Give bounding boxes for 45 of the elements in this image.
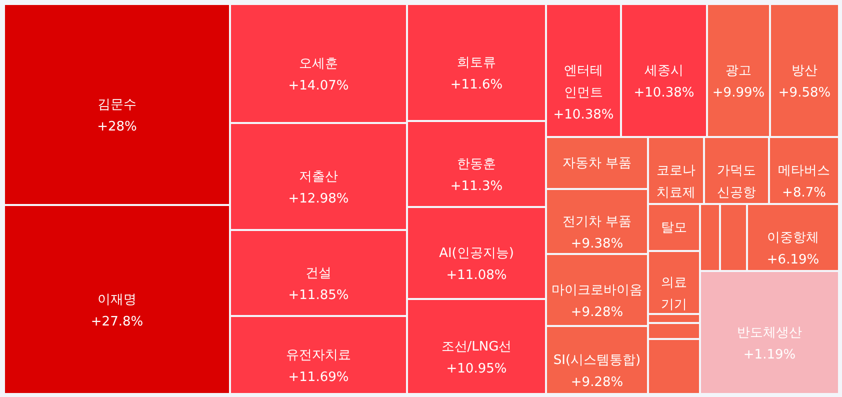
data-label: +11.6% bbox=[450, 78, 503, 92]
category-label: 이중항체 bbox=[767, 230, 819, 246]
data-label: +14.07% bbox=[288, 78, 349, 94]
category-label: 김문수 bbox=[98, 98, 136, 112]
data-label: +27.8% bbox=[90, 314, 144, 330]
data-label: +9.99% bbox=[712, 86, 765, 100]
category-label: 코로나 치료제 bbox=[656, 164, 696, 200]
category-label: 조선/LNG선 bbox=[441, 340, 512, 354]
category-label: 세종시 bbox=[644, 64, 684, 78]
data-label: +10.38% bbox=[634, 86, 694, 100]
category-label: 탈모 bbox=[661, 220, 687, 236]
category-label: 메타버스 bbox=[778, 164, 830, 178]
data-label: +6.19% bbox=[766, 252, 820, 268]
category-label: 반도체생산 bbox=[737, 326, 802, 340]
category-label: 의료기기 bbox=[661, 276, 687, 312]
category-label: 자동차 부품 bbox=[562, 156, 632, 171]
category-label: 이재명 bbox=[98, 292, 136, 308]
data-label: +11.08% bbox=[446, 268, 507, 283]
category-label: 마이크로바이옴 bbox=[552, 283, 642, 298]
category-label: 오세훈 bbox=[299, 56, 338, 72]
category-label: SI(시스템통합) bbox=[553, 353, 641, 368]
data-label: +10.38% bbox=[553, 108, 614, 122]
category-label: 희토류 bbox=[457, 56, 496, 70]
data-label: +28% bbox=[97, 120, 137, 134]
category-label: 광고 bbox=[726, 64, 752, 78]
category-label: AI(인공지능) bbox=[439, 246, 514, 261]
data-label: +10.95% bbox=[446, 362, 507, 376]
category-label: 저출산 bbox=[299, 170, 338, 184]
category-label: 유전자치료 bbox=[286, 348, 351, 363]
category-label: 엔터테인먼트 bbox=[564, 64, 603, 100]
data-label: +9.38% bbox=[570, 236, 624, 252]
category-label: 가덕도 신공항 bbox=[717, 164, 756, 200]
category-label: 건설 bbox=[306, 266, 332, 281]
category-label: 한동훈 bbox=[457, 157, 496, 172]
data-label: +12.98% bbox=[288, 192, 349, 206]
category-label: 방산 bbox=[792, 64, 818, 78]
data-label: +8.7% bbox=[782, 186, 826, 200]
data-label: +9.58% bbox=[778, 86, 831, 100]
data-label: +9.28% bbox=[570, 305, 624, 320]
data-label: +11.69% bbox=[288, 370, 349, 385]
data-label: +11.85% bbox=[288, 288, 349, 303]
data-label: +9.28% bbox=[570, 375, 624, 390]
data-label: +1.19% bbox=[743, 348, 796, 362]
category-label: 전기차 부품 bbox=[562, 214, 632, 230]
data-label: +11.3% bbox=[450, 179, 503, 194]
